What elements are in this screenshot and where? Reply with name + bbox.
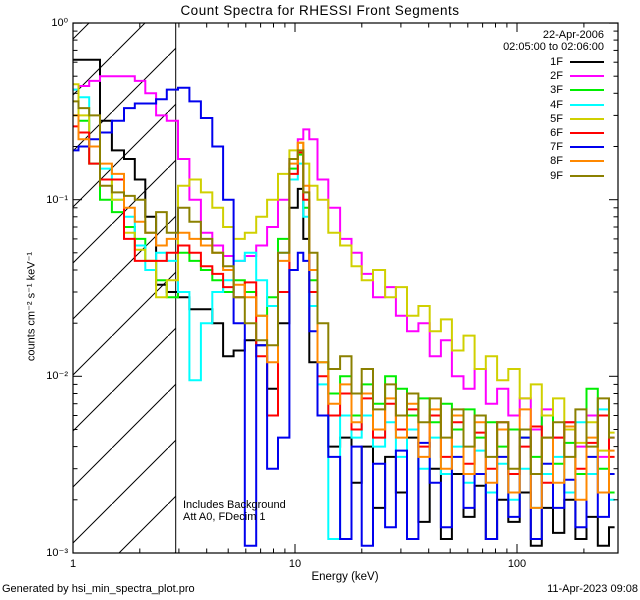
series-lines [73,58,615,547]
legend-item: 2F [550,69,604,83]
y-tick-label-1e-3: 10⁻³ [46,547,68,559]
footer-generated-by: Generated by hsi_min_spectra_plot.pro [2,583,195,595]
legend-item: 5F [550,112,604,126]
series-line-4F [73,88,615,540]
legend-line-swatch-8f [570,160,604,163]
legend-label-4f: 4F [550,98,563,111]
legend-line-swatch-9f [570,174,604,177]
annotation-attenuator-state: Att A0, FDecim 1 [183,511,266,523]
legend-label-3f: 3F [550,84,563,97]
legend-item: 8F [550,154,604,168]
legend-item: 4F [550,98,604,112]
legend-label-8f: 8F [550,155,563,168]
legend-line-swatch-2f [570,75,604,78]
series-line-8F [73,114,615,509]
obs-time-range: 02:05:00 to 02:06:00 [503,41,604,53]
legend-item: 9F [550,169,604,183]
plot-title: Count Spectra for RHESSI Front Segments [180,3,460,18]
legend-label-1f: 1F [550,56,563,69]
legend-line-swatch-3f [570,89,604,92]
legend-item: 3F [550,83,604,97]
legend-line-swatch-6f [570,132,604,135]
legend-label-9f: 9F [550,169,563,182]
legend-item: 7F [550,140,604,154]
axis-ticks [72,22,618,554]
legend-label-6f: 6F [550,127,563,140]
legend-item: 1F [550,55,604,69]
legend-line-swatch-5f [570,117,604,120]
legend-label-5f: 5F [550,112,563,125]
legend-label-2f: 2F [550,70,563,83]
y-tick-label-1e-1: 10⁻¹ [46,194,68,206]
x-tick-label-1: 1 [69,558,77,570]
series-line-5F [73,83,615,452]
series-line-7F [73,86,615,547]
plot-frame [72,22,619,554]
x-tick-label-100: 100 [507,558,527,570]
legend-line-swatch-4f [570,103,604,106]
legend: 1F 2F 3F 4F 5F 6F 7F 8F 9F [550,55,604,183]
footer-timestamp: 11-Apr-2023 09:08 [547,583,638,595]
legend-line-swatch-7f [570,146,604,149]
series-line-9F [73,100,615,475]
y-tick-label-1e-2: 10⁻² [46,370,68,382]
legend-item: 6F [550,126,604,140]
legend-label-7f: 7F [550,141,563,154]
x-tick-label-10: 10 [288,558,302,570]
legend-line-swatch-1f [570,61,604,64]
annotation-includes-background: Includes Background [183,499,286,511]
obs-date: 22-Apr-2006 [542,29,604,41]
y-tick-label-1e0: 10⁰ [51,17,68,29]
x-axis-label: Energy (keV) [311,571,379,583]
